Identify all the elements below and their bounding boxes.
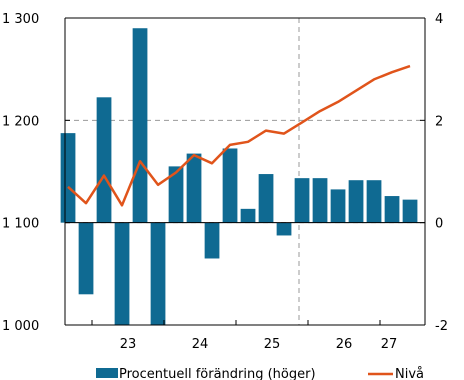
- legend-bar-label: Procentuell förändring (höger): [119, 367, 316, 380]
- bar: [150, 222, 166, 325]
- x-tick-label: 24: [192, 337, 209, 352]
- left-tick-label: 1 300: [2, 12, 39, 27]
- bar: [312, 178, 328, 223]
- axes: [64, 17, 426, 326]
- legend-bar-swatch: [96, 368, 118, 378]
- right-tick-label: 2: [435, 114, 443, 129]
- bar: [186, 153, 202, 223]
- bar: [168, 166, 184, 223]
- level-line: [67, 64, 411, 207]
- bar: [78, 222, 94, 295]
- bar: [60, 133, 76, 223]
- tick-labels: 1 300 1 200 1 100 1 000 4 2 0 -2 23 24 25 26 27: [2, 12, 448, 352]
- bar: [240, 208, 256, 223]
- bar: [348, 180, 364, 223]
- x-tick-label: 23: [120, 337, 137, 352]
- bar: [132, 28, 148, 223]
- bar: [402, 199, 418, 223]
- legend: Procentuell förändring (höger) Nivå: [96, 367, 424, 380]
- bar: [366, 180, 382, 223]
- bar: [294, 178, 310, 223]
- x-tick-label: 25: [264, 337, 281, 352]
- bar: [114, 222, 130, 325]
- right-tick-label: -2: [435, 319, 448, 334]
- left-tick-label: 1 200: [2, 114, 39, 129]
- line-series: [67, 64, 411, 207]
- left-tick-label: 1 000: [2, 319, 39, 334]
- left-tick-label: 1 100: [2, 217, 39, 232]
- bar: [222, 148, 238, 223]
- bar: [276, 222, 292, 236]
- legend-line-label: Nivå: [395, 367, 424, 380]
- right-tick-label: 0: [435, 217, 443, 232]
- bar: [96, 97, 112, 223]
- x-tick-label: 26: [336, 337, 353, 352]
- bar: [258, 174, 274, 223]
- bar-series: [60, 28, 418, 325]
- bar: [384, 196, 400, 223]
- right-tick-label: 4: [435, 12, 443, 27]
- bar: [330, 189, 346, 223]
- bar: [204, 222, 220, 259]
- x-tick-label: 27: [381, 337, 398, 352]
